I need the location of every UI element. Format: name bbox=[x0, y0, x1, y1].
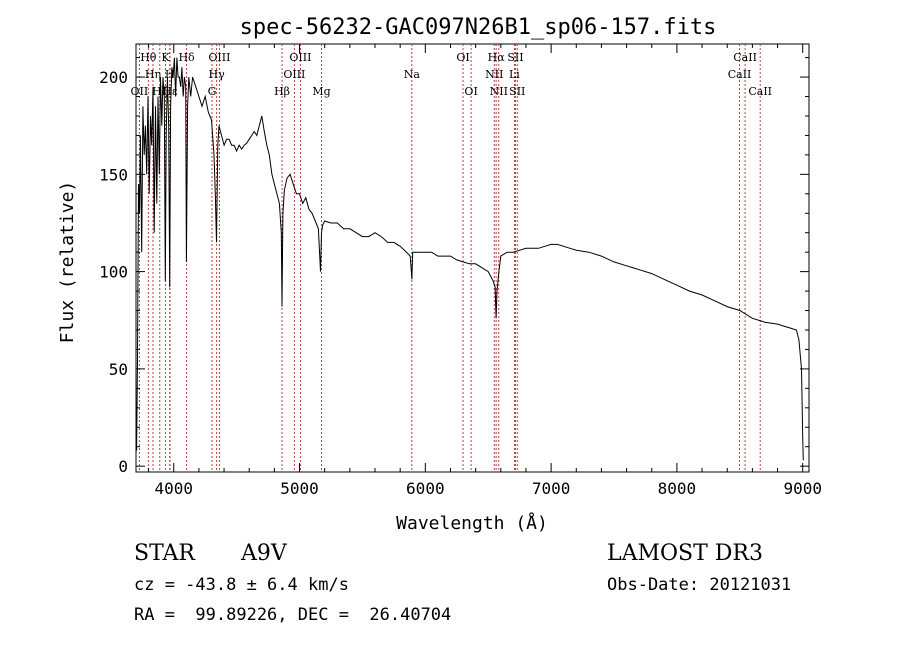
line-label: G bbox=[208, 85, 217, 98]
object-type: STAR bbox=[134, 541, 196, 566]
x-tick-label: 6000 bbox=[406, 479, 445, 498]
line-label: OI bbox=[464, 85, 477, 98]
y-tick-label: 0 bbox=[118, 457, 128, 476]
x-tick-label: 5000 bbox=[280, 479, 319, 498]
y-tick-label: 200 bbox=[99, 68, 128, 87]
line-label: NII bbox=[485, 68, 503, 81]
line-label: Hη bbox=[145, 68, 161, 81]
x-tick-label: 4000 bbox=[154, 479, 193, 498]
line-label: OIII bbox=[208, 51, 230, 64]
survey-name: LAMOST DR3 bbox=[607, 541, 763, 566]
line-label: SII bbox=[507, 51, 523, 64]
y-tick-label: 150 bbox=[99, 165, 128, 184]
line-label: OIII bbox=[283, 68, 305, 81]
line-label: OIII bbox=[289, 51, 311, 64]
line-label: H bbox=[165, 68, 175, 81]
x-tick-label: 8000 bbox=[658, 479, 697, 498]
line-label: Hε bbox=[162, 85, 178, 98]
line-label: Hα bbox=[488, 51, 506, 64]
line-label: Hγ bbox=[209, 68, 226, 81]
line-label: CaII bbox=[728, 68, 752, 81]
line-label: Hδ bbox=[178, 51, 195, 64]
line-label: Mg bbox=[312, 85, 330, 98]
line-label: NII bbox=[490, 85, 508, 98]
redshift-info: cz = -43.8 ± 6.4 km/s bbox=[134, 575, 349, 595]
reference-labels-group: HθOIIHηHζKHεHHδGHγOIIIHβOIIIOIIIMgNaOIOI… bbox=[131, 51, 772, 98]
x-axis-ticks: 4000 5000 6000 7000 8000 9000 bbox=[148, 44, 822, 498]
line-label: CaII bbox=[733, 51, 757, 64]
x-axis-label: Wavelength (Å) bbox=[396, 512, 548, 534]
line-label: OII bbox=[131, 85, 149, 98]
line-label: SII bbox=[509, 85, 525, 98]
y-axis-ticks: 0 50 100 150 200 bbox=[99, 57, 809, 476]
line-label: Hθ bbox=[140, 51, 157, 64]
line-label: OI bbox=[456, 51, 469, 64]
plot-frame bbox=[135, 43, 810, 473]
line-label: K bbox=[161, 51, 170, 64]
x-tick-label: 7000 bbox=[532, 479, 571, 498]
spectrum-line bbox=[136, 57, 804, 461]
line-label: CaII bbox=[748, 85, 772, 98]
line-label: Na bbox=[404, 68, 421, 81]
chart-title: spec-56232-GAC097N26B1_sp06-157.fits bbox=[240, 15, 717, 40]
x-tick-label: 9000 bbox=[783, 479, 822, 498]
y-tick-label: 50 bbox=[109, 360, 128, 379]
coordinates: RA = 99.89226, DEC = 26.40704 bbox=[134, 605, 451, 625]
y-axis-label: Flux (relative) bbox=[57, 181, 78, 344]
line-label: Hβ bbox=[274, 85, 290, 98]
line-label: Li bbox=[509, 68, 520, 81]
object-subclass: A9V bbox=[240, 541, 288, 566]
obs-date: Obs-Date: 20121031 bbox=[607, 575, 791, 595]
y-tick-label: 100 bbox=[99, 263, 128, 282]
reference-lines-group bbox=[138, 44, 761, 472]
